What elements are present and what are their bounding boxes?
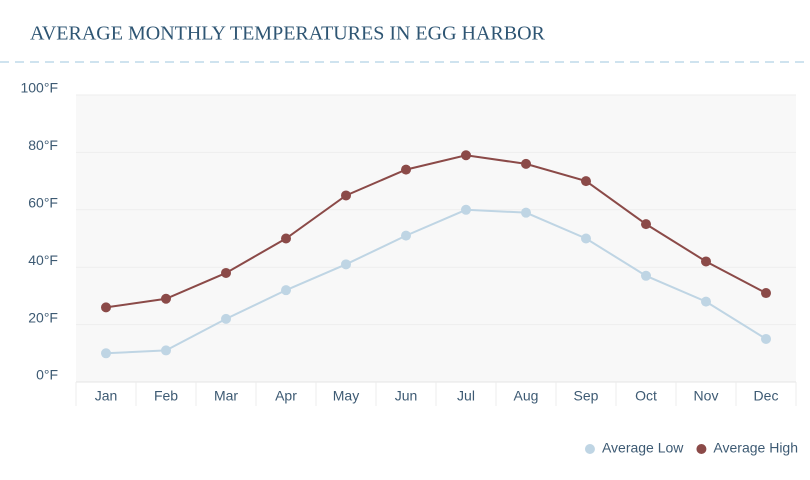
data-point [101,302,111,313]
data-point [221,267,231,278]
data-point [641,270,651,281]
plot-background [76,95,796,382]
x-tick-label: Feb [154,388,178,404]
data-point [581,176,591,187]
legend-label: Average High [713,440,798,456]
data-point [461,150,471,161]
x-tick-label: May [333,388,359,404]
x-tick-label: Aug [514,388,539,404]
data-point [581,233,591,244]
chart-title: AVERAGE MONTHLY TEMPERATURES IN EGG HARB… [30,23,546,45]
x-tick-label: Nov [694,388,719,404]
data-point [281,233,291,244]
data-point [101,348,111,359]
data-point [521,158,531,169]
data-point [521,207,531,218]
x-tick-label: Jun [395,388,418,404]
data-point [221,313,231,324]
data-point [341,259,351,270]
data-point [341,190,351,201]
data-point [761,288,771,299]
data-point [701,296,711,307]
legend-marker [696,444,707,454]
y-tick-label: 80°F [28,137,58,153]
y-tick-label: 100°F [20,80,58,96]
data-point [461,204,471,215]
data-point [401,230,411,241]
y-tick-label: 0°F [36,367,58,383]
data-point [161,293,171,304]
x-tick-label: Jul [457,388,475,404]
data-point [161,345,171,356]
x-tick-label: Mar [214,388,238,404]
x-tick-label: Oct [635,388,657,404]
series-line [105,154,767,309]
data-point [761,333,771,344]
y-tick-label: 40°F [28,252,58,268]
x-tick-label: Apr [275,388,297,404]
legend-marker [584,444,595,454]
x-tick-label: Sep [574,388,599,404]
y-tick-label: 60°F [28,195,58,211]
x-tick-label: Dec [754,388,779,404]
data-point [701,256,711,267]
series-line [105,208,767,355]
data-point [281,285,291,296]
data-point [401,164,411,175]
legend-label: Average Low [602,440,684,456]
y-tick-label: 20°F [28,309,58,325]
x-tick-label: Jan [95,388,118,404]
data-point [641,219,651,230]
